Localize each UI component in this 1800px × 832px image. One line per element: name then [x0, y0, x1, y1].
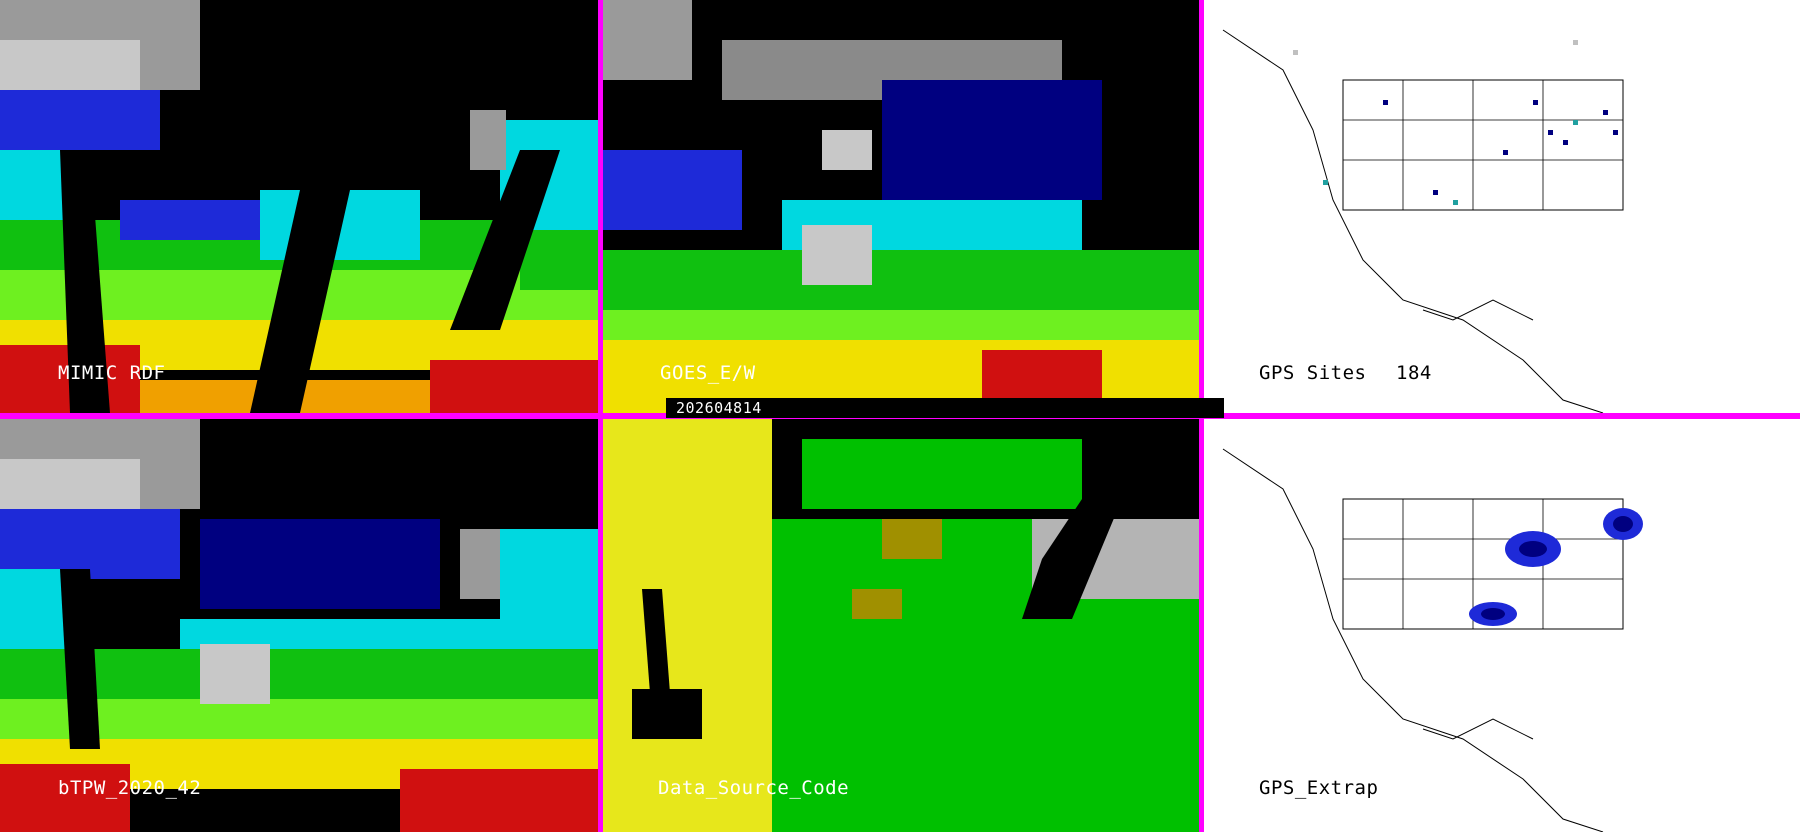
panel-label-gps-sites: GPS Sites: [1259, 362, 1367, 384]
panel-label-gps-extrap: GPS_Extrap: [1259, 777, 1379, 799]
divider-vertical-left: [598, 0, 603, 832]
panel-label-mimic: MIMIC RDF: [58, 362, 166, 384]
panel-goes: GOES_E/W: [602, 0, 1201, 413]
panel-label-data-source: Data_Source_Code: [658, 777, 850, 799]
panel-data-source-code: Data_Source_Code: [602, 419, 1201, 832]
btpw-map: [0, 419, 600, 832]
gps-site-markers: [1293, 40, 1618, 205]
gps-extrap-map: [1203, 419, 1800, 832]
mimic-rdf-map: [0, 0, 600, 413]
gps-sites-map: [1203, 0, 1800, 413]
panel-label-goes: GOES_E/W: [660, 362, 756, 384]
panel-btpw: bTPW_2020_42: [0, 419, 600, 832]
timestamp-bar: 202604814: [666, 398, 1224, 418]
data-source-map: [602, 419, 1201, 832]
panel-label-btpw: bTPW_2020_42: [58, 777, 202, 799]
panel-gps-extrap: GPS_Extrap: [1203, 419, 1800, 832]
goes-map: [602, 0, 1201, 413]
timestamp-label: 202604814: [676, 399, 762, 417]
panel-mimic-rdf: MIMIC RDF: [0, 0, 600, 413]
panel-gps-sites: GPS Sites 184: [1203, 0, 1800, 413]
gps-site-count: 184: [1396, 362, 1432, 384]
